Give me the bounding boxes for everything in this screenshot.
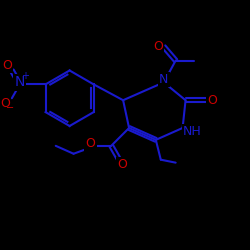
Text: O: O [0,97,10,110]
Text: NH: NH [183,126,202,138]
Text: O: O [2,59,12,72]
Text: O: O [153,40,163,53]
Text: N: N [159,73,168,86]
Text: N: N [14,76,25,90]
Text: −: − [6,103,14,113]
Text: O: O [117,158,127,171]
Text: +: + [21,72,29,82]
Text: O: O [208,94,217,107]
Text: O: O [86,137,95,150]
